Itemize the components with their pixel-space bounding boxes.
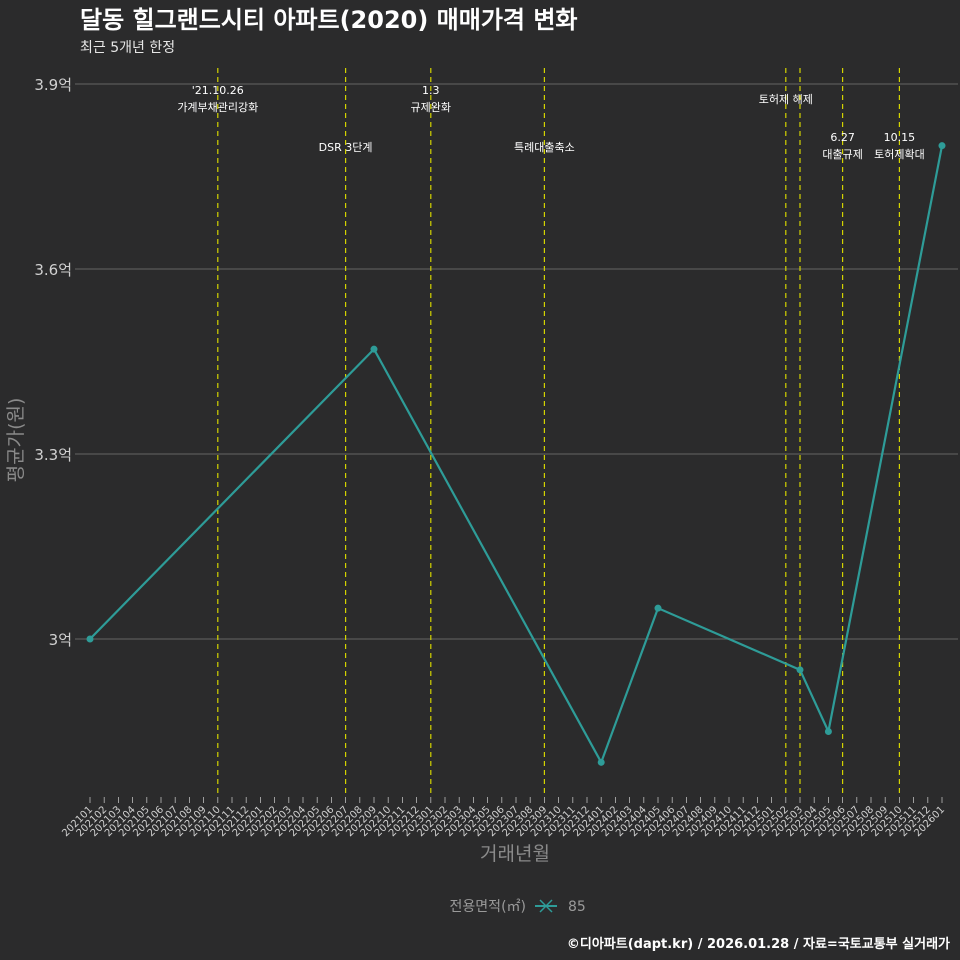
data-point [796, 666, 804, 674]
chart-subtitle: 최근 5개년 한정 [80, 40, 175, 56]
event-annotation: 토허제 해제 [759, 92, 813, 106]
gridlines [75, 83, 958, 640]
event-annotation: 10.15 [884, 131, 916, 144]
y-tick-label: 3.6억 [34, 261, 72, 279]
event-annotation: 1.3 [422, 84, 440, 97]
event-annotation: 특례대출축소 [514, 141, 575, 154]
y-tick-label: 3.3억 [34, 446, 72, 464]
data-point [370, 345, 378, 353]
data-point [654, 604, 662, 612]
y-tick-label: 3.9억 [34, 76, 72, 94]
data-point [938, 142, 946, 150]
data-point [86, 635, 94, 643]
legend-title: 전용면적(㎡) [450, 899, 526, 915]
event-annotation: 6.27 [830, 131, 855, 144]
legend: 전용면적(㎡) 85 [450, 899, 586, 915]
legend-key-icon [535, 899, 557, 913]
event-annotation: 규제완화 [411, 101, 451, 114]
legend-entry-85: 85 [568, 899, 586, 915]
y-axis-ticks: 3억 3.3억 3.6억 3.9억 [34, 76, 72, 649]
data-point [597, 758, 605, 766]
event-annotation: 대출규제 [822, 148, 862, 161]
x-axis-ticks: 2021012021022021032021042021052021062021… [60, 797, 947, 839]
event-annotation: 토허제확대 [874, 148, 925, 161]
data-point [824, 728, 832, 735]
y-tick-label: 3억 [49, 631, 72, 649]
event-annotation: 가계부채관리강화 [177, 101, 258, 114]
event-annotation: DSR 3단계 [319, 141, 373, 154]
chart-title: 달동 힐그랜드시티 아파트(2020) 매매가격 변화 [80, 6, 578, 34]
series-layer [86, 142, 946, 766]
source-caption: ©디아파트(dapt.kr) / 2026.01.28 / 자료=국토교통부 실… [567, 936, 950, 952]
y-axis-label: 평균가(원) [5, 398, 27, 483]
event-annotation: '21.10.26 [192, 84, 244, 97]
x-axis-label: 거래년월 [480, 843, 550, 865]
